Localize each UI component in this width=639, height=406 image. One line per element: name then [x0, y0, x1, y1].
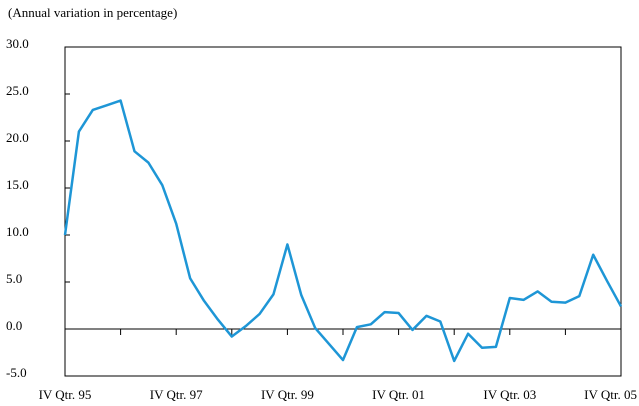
data-line	[63, 99, 623, 363]
y-tick-label: 10.0	[6, 224, 29, 239]
y-tick-label: 5.0	[6, 271, 22, 286]
plot-frame	[64, 46, 622, 377]
y-tick-label: -5.0	[6, 365, 27, 380]
x-tick-label: IV Qtr. 99	[261, 387, 314, 402]
y-tick-label: 0.0	[6, 318, 22, 333]
x-tick-label: IV Qtr. 01	[372, 387, 425, 402]
chart-subtitle: (Annual variation in percentage)	[8, 5, 177, 20]
y-tick-label: 25.0	[6, 83, 29, 98]
x-tick-label: IV Qtr. 97	[150, 387, 203, 402]
y-tick-label: 15.0	[6, 177, 29, 192]
y-tick-label: 20.0	[6, 130, 29, 145]
x-tick-label: IV Qtr. 03	[483, 387, 536, 402]
x-tick-label: IV Qtr. 95	[39, 387, 92, 402]
x-tick-label: IV Qtr. 05	[584, 387, 637, 402]
y-tick-label: 30.0	[6, 36, 29, 51]
